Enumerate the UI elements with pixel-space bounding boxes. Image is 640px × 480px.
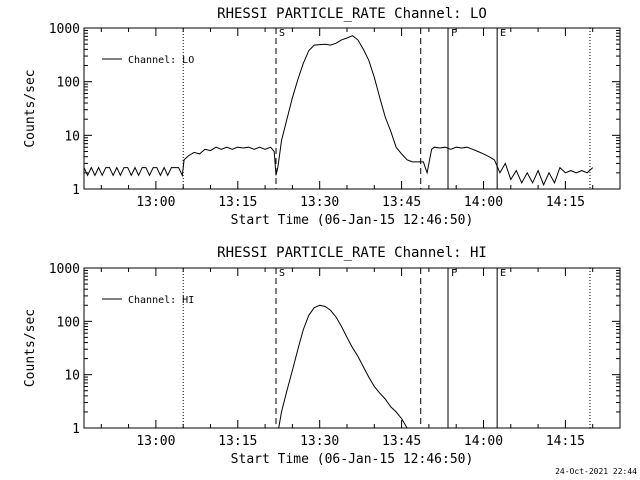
plot-frame — [83, 267, 621, 429]
x-tick-label: 13:00 — [136, 434, 175, 449]
x-tick-label: 13:45 — [382, 195, 421, 210]
x-tick-label: 14:15 — [546, 195, 585, 210]
x-tick-label: 14:00 — [464, 195, 503, 210]
y-tick-label: 1000 — [49, 22, 80, 37]
x-tick-label: 13:45 — [382, 434, 421, 449]
chart-title: RHESSI PARTICLE_RATE Channel: LO — [217, 6, 487, 22]
data-series-line — [83, 35, 594, 187]
x-tick-label: 14:15 — [546, 434, 585, 449]
y-axis-label: Counts/sec — [23, 69, 38, 147]
x-tick-label: 13:15 — [218, 195, 257, 210]
hi-channel-panel: RHESSI PARTICLE_RATE Channel: HI 1 10 100 10… — [23, 245, 621, 467]
x-tick-label: 13:15 — [218, 434, 257, 449]
time-marker-label: E — [500, 28, 506, 39]
y-tick-label: 10 — [64, 129, 80, 144]
chart-title: RHESSI PARTICLE_RATE Channel: HI — [217, 245, 487, 261]
footer-timestamp: 24-Oct-2021 22:44 — [555, 467, 637, 476]
legend-label: Channel: LO — [128, 55, 194, 66]
y-tick-label: 1000 — [49, 262, 80, 277]
y-axis-label: Counts/sec — [23, 309, 38, 387]
time-marker-label: F — [451, 268, 457, 279]
x-tick-label: 14:00 — [464, 434, 503, 449]
y-tick-label: 100 — [57, 76, 80, 91]
x-axis-label: Start Time (06-Jan-15 12:46:50) — [231, 213, 474, 228]
time-marker-label: E — [500, 268, 506, 279]
x-tick-label: 13:30 — [300, 434, 339, 449]
y-tick-label: 100 — [57, 315, 80, 330]
data-series-line — [278, 304, 408, 429]
lo-channel-panel: RHESSI PARTICLE_RATE Channel: LO 1 10 100 10… — [23, 6, 621, 228]
y-tick-label: 1 — [72, 183, 80, 198]
x-tick-label: 13:30 — [300, 195, 339, 210]
x-axis-label: Start Time (06-Jan-15 12:46:50) — [231, 452, 474, 467]
time-marker-label: S — [279, 28, 285, 39]
y-tick-label: 1 — [72, 422, 80, 437]
plot-frame — [83, 27, 621, 190]
x-tick-label: 13:00 — [136, 195, 175, 210]
legend-label: Channel: HI — [128, 295, 194, 306]
y-tick-label: 10 — [64, 369, 80, 384]
time-marker-label: F — [451, 28, 457, 39]
time-marker-label: S — [279, 268, 285, 279]
